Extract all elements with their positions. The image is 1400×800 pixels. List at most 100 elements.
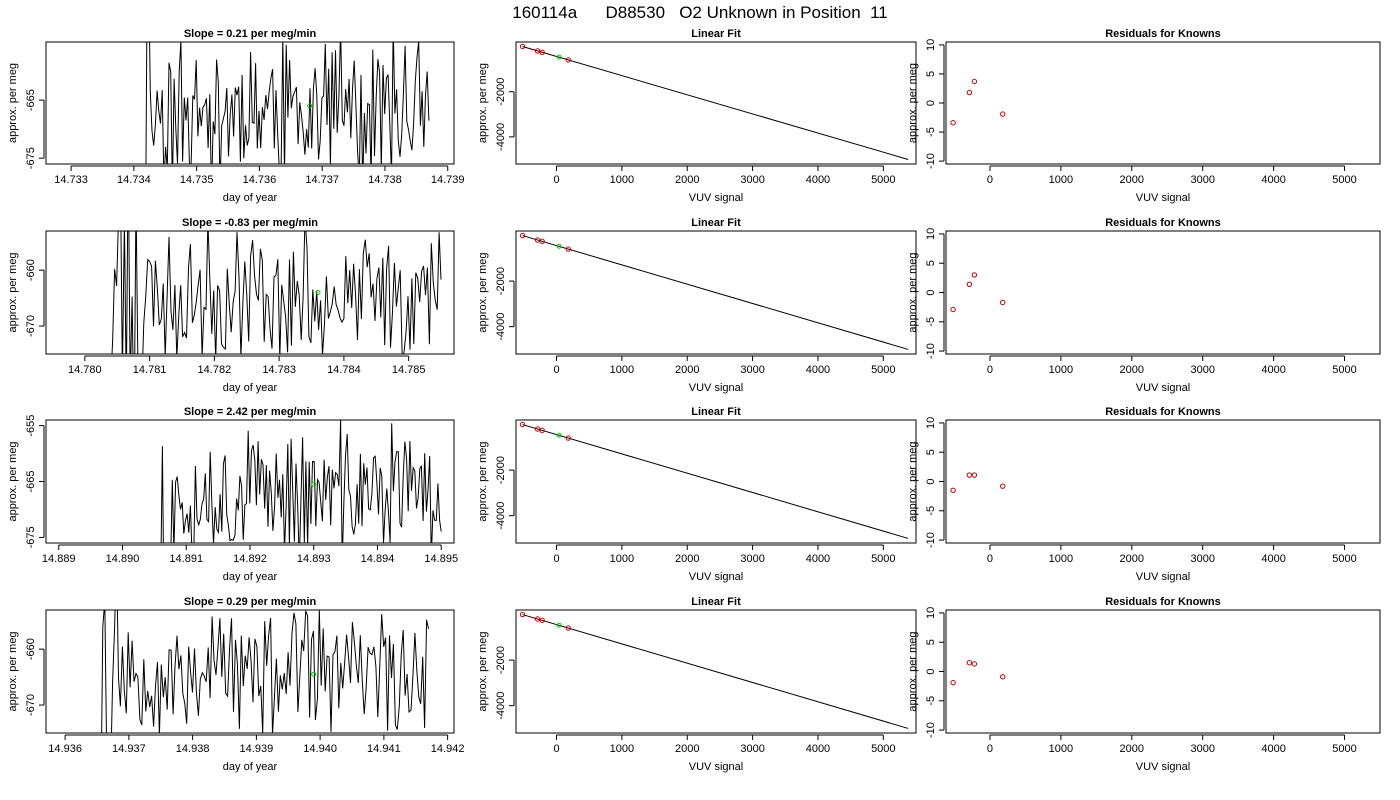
unknown-marker (311, 671, 317, 677)
unknown-marker (311, 481, 317, 487)
panel-title: Residuals for Knowns (1105, 406, 1221, 418)
x-axis: 14.780 14.781 14.782 14.783 14.784 14.785 day … (68, 355, 425, 394)
y-axis: -660 -670 approx. per meg (7, 631, 45, 716)
x-axis: 14.733 14.734 14.735 14.736 14.737 14.738 14.7… (54, 165, 465, 204)
y-axis: -2000 -4000 approx. per meg (477, 631, 515, 720)
plot-data (111, 231, 442, 354)
x-tick-label: 1000 (1049, 174, 1073, 186)
known-point (534, 616, 541, 622)
y-axis-label: approx. per meg (477, 252, 489, 332)
plot-data (950, 660, 1006, 686)
x-tick-label: 14.784 (327, 364, 361, 376)
x-tick-label: 0 (987, 364, 993, 376)
x-axis: 0 1000 2000 3000 4000 5000 VUV signal (553, 734, 896, 773)
x-tick-label: 14.783 (262, 364, 296, 376)
x-tick-label: 14.889 (42, 553, 76, 565)
x-axis-label: VUV signal (1136, 571, 1190, 583)
x-tick-label: 14.891 (169, 553, 203, 565)
x-tick-label: 4000 (806, 364, 830, 376)
plot-data (950, 272, 1006, 313)
residual-point (1000, 299, 1006, 306)
y-tick-label: -5 (925, 127, 937, 137)
y-axis: 10 5 0 -5 -10 approx. per meg (907, 39, 945, 169)
x-axis-label: day of year (223, 761, 278, 773)
x-axis: 0 1000 2000 3000 4000 5000 VUV signal (553, 355, 896, 394)
x-tick-label: 4000 (1261, 174, 1285, 186)
panel-title: Slope = 2.42 per meg/min (184, 406, 317, 418)
chart-panel: Linear Fit 0 1000 2000 3000 4000 5000 VUV signa… (477, 406, 917, 583)
y-axis-label: approx. per meg (907, 63, 919, 143)
residual-point (971, 78, 978, 85)
y-tick-label: -660 (25, 259, 37, 281)
y-tick-label: 0 (925, 289, 937, 295)
y-axis: -660 -670 approx. per meg (7, 252, 45, 337)
plot-data (519, 43, 909, 160)
known-point (519, 43, 526, 50)
panel-title: Linear Fit (691, 28, 741, 40)
residual-point (950, 120, 956, 126)
x-tick-label: 0 (987, 553, 993, 565)
x-tick-label: 14.738 (368, 174, 402, 186)
y-axis: -2000 -4000 approx. per meg (477, 441, 515, 530)
y-axis: -665 -675 approx. per meg (7, 63, 45, 169)
time-series-line (101, 610, 429, 733)
x-tick-label: 14.892 (233, 553, 267, 565)
panel-title: Residuals for Knowns (1105, 217, 1221, 229)
y-tick-label: 0 (925, 100, 937, 106)
x-axis: 14.936 14.937 14.938 14.939 14.940 14.941 14.9… (48, 734, 465, 773)
x-tick-label: 1000 (610, 553, 634, 565)
x-tick-label: 14.938 (176, 743, 210, 755)
known-point (539, 49, 545, 55)
y-tick-label: -10 (925, 153, 937, 169)
x-axis: 0 1000 2000 3000 4000 5000 VUV signal (987, 165, 1357, 204)
panel-title: Linear Fit (691, 406, 741, 418)
x-tick-label: 14.736 (243, 174, 277, 186)
x-axis-label: day of year (223, 382, 278, 394)
residual-point (971, 661, 978, 667)
x-tick-label: 14.940 (303, 743, 337, 755)
y-tick-label: 5 (925, 449, 937, 455)
known-point (519, 421, 526, 428)
x-tick-label: 5000 (871, 174, 895, 186)
y-axis: 10 5 0 -5 -10 approx. per meg (907, 417, 945, 548)
x-tick-label: 4000 (1261, 743, 1285, 755)
panel-title: Slope = 0.21 per meg/min (184, 28, 317, 40)
y-tick-label: 0 (925, 478, 937, 484)
unknown-point (556, 243, 562, 249)
plot-frame (945, 419, 1381, 544)
x-tick-label: 14.893 (297, 553, 331, 565)
x-axis-label: VUV signal (689, 192, 743, 204)
residual-point (950, 679, 956, 686)
plot-frame (45, 419, 455, 544)
x-axis-label: VUV signal (1136, 192, 1190, 204)
plot-frame (515, 230, 917, 355)
y-axis-label: approx. per meg (907, 631, 919, 711)
x-tick-label: 14.942 (431, 743, 465, 755)
x-tick-label: 3000 (740, 174, 764, 186)
x-tick-label: 4000 (806, 174, 830, 186)
x-tick-label: 1000 (610, 743, 634, 755)
plot-frame (945, 230, 1381, 355)
known-point (539, 238, 545, 245)
plot-frame (945, 609, 1381, 734)
known-point (565, 625, 571, 631)
time-series-line (160, 420, 442, 543)
x-tick-label: 2000 (1120, 553, 1144, 565)
panel-grid: Slope = 0.21 per meg/min 14.733 14.734 14.7… (7, 28, 1381, 773)
x-axis-label: VUV signal (1136, 382, 1190, 394)
x-axis: 14.889 14.890 14.891 14.892 14.893 14.894 14.8… (42, 544, 458, 583)
x-tick-label: 1000 (610, 364, 634, 376)
x-axis-label: VUV signal (689, 761, 743, 773)
chart-panel: Linear Fit 0 1000 2000 3000 4000 5000 VUV signa… (477, 217, 917, 394)
x-axis: 0 1000 2000 3000 4000 5000 VUV signal (553, 165, 896, 204)
y-axis: 10 5 0 -5 -10 approx. per meg (907, 228, 945, 359)
y-axis-label: approx. per meg (907, 441, 919, 521)
x-tick-label: 0 (553, 743, 559, 755)
y-axis-label: approx. per meg (7, 441, 19, 521)
panel-title: Residuals for Knowns (1105, 596, 1221, 608)
x-tick-label: 4000 (806, 743, 830, 755)
